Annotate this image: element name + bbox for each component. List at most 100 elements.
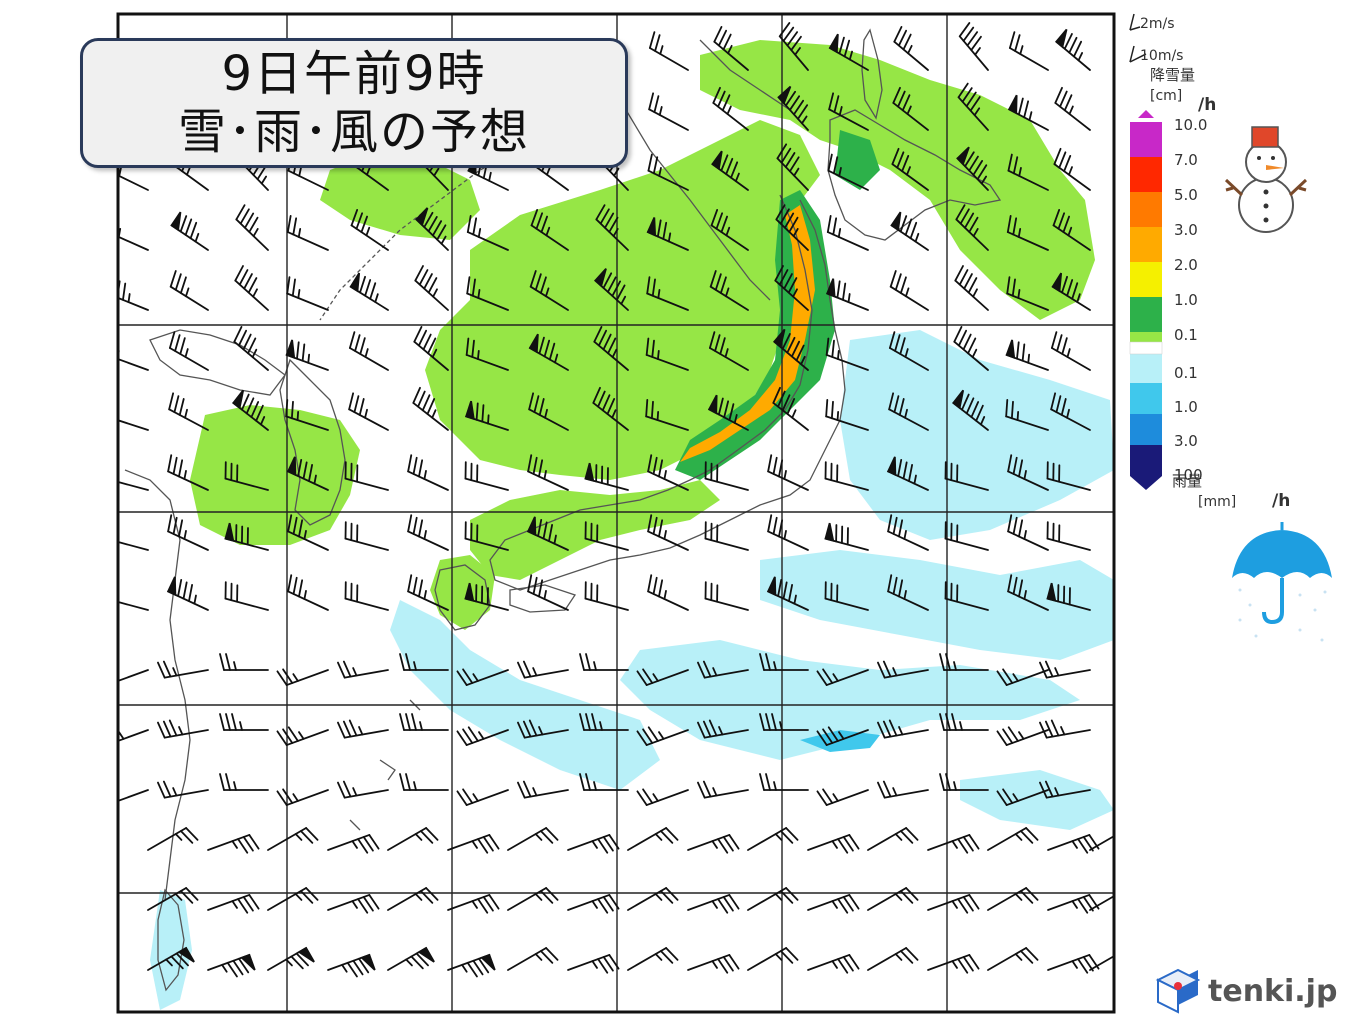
wind-barb — [207, 834, 260, 854]
wind-barb — [627, 947, 679, 971]
wind-barb — [399, 773, 449, 791]
wind-barb — [327, 953, 376, 978]
wind-barb — [157, 719, 209, 739]
wind-barb — [447, 894, 500, 914]
wind-barb — [987, 947, 1039, 971]
wind-barb — [713, 25, 749, 71]
wind-barb — [887, 514, 929, 551]
long-barb-sample-icon — [1129, 45, 1147, 63]
wind-barb — [327, 834, 380, 854]
wind-barb — [530, 208, 569, 251]
wind-barb — [767, 514, 809, 551]
rain-legend-swatch — [1130, 445, 1162, 476]
wind-barb — [118, 524, 149, 551]
wind-barb — [207, 953, 256, 978]
wind-barb — [807, 834, 860, 854]
wind-barb — [167, 454, 209, 491]
wind-barb — [646, 217, 689, 251]
wind-barb — [1089, 895, 1114, 911]
wind-barb — [157, 660, 209, 679]
wind-barb — [224, 461, 269, 491]
wind-barb — [627, 827, 679, 851]
wind-barb — [825, 399, 869, 431]
wind-barb — [413, 325, 449, 371]
wind-barb — [1055, 28, 1091, 71]
rain-legend-swatch — [1130, 352, 1162, 387]
rain-legend-cap-icon — [1130, 476, 1162, 490]
rain-legend-swatch — [1130, 383, 1162, 414]
wind-barb — [593, 325, 629, 371]
wind-barb — [1007, 574, 1049, 611]
umbrella-icon — [1232, 522, 1332, 642]
wind-barb — [344, 581, 389, 611]
wind-barb — [118, 729, 149, 742]
wind-barb — [219, 773, 269, 791]
wind-barb — [1051, 272, 1091, 311]
wind-barb — [337, 660, 389, 679]
wind-barb — [169, 270, 209, 311]
wind-barb — [826, 214, 869, 251]
wind-barb — [1047, 894, 1100, 914]
snow-area-honshu-west — [470, 480, 720, 580]
coast-sakhalin — [861, 28, 883, 120]
wind-barb — [825, 337, 869, 371]
wind-barb — [888, 392, 929, 431]
wind-barb — [147, 887, 199, 911]
wind-barb — [527, 574, 569, 611]
wind-barb — [1039, 780, 1091, 799]
coast-liaodong — [149, 329, 286, 396]
wind-barb — [465, 337, 509, 371]
wind-barb — [645, 337, 689, 371]
wind-barb — [276, 788, 329, 806]
wind-barb — [890, 211, 929, 251]
forecast-subject-label: 雪･雨･風の予想 — [177, 104, 530, 160]
wind-barb — [207, 894, 260, 914]
wind-barb — [996, 788, 1049, 806]
wind-barb — [927, 834, 980, 854]
wind-barb — [867, 887, 919, 911]
wind-barb — [456, 788, 509, 806]
rain-color-bar: 0.1 1.0 3.0 100 — [1129, 341, 1203, 484]
wind-barb — [147, 946, 195, 971]
wind-barb — [867, 827, 919, 851]
wind-barb — [824, 461, 869, 491]
wind-barb — [579, 713, 629, 731]
rain-legend-level: 1.0 — [1174, 398, 1198, 416]
wind-barb — [888, 331, 929, 371]
wind-barb — [327, 894, 380, 914]
snow-legend-swatch — [1130, 262, 1162, 297]
forecast-time-label: 9日午前9時 — [221, 46, 487, 102]
wind-barb — [697, 719, 749, 739]
wind-barb — [1053, 147, 1091, 191]
map-frame — [116, 12, 1116, 1014]
wind-barb — [276, 726, 329, 746]
wind-barb — [956, 146, 989, 191]
wind-barb — [1046, 582, 1091, 611]
wind-barb — [775, 204, 809, 251]
wind-barb — [704, 461, 749, 491]
wind-barb — [567, 894, 620, 914]
wind-barb — [584, 521, 629, 551]
wind-barb — [447, 834, 500, 854]
wind-barb — [399, 653, 449, 671]
wind-barb — [584, 581, 629, 611]
rain-legend-swatch — [1130, 414, 1162, 445]
wind-barb — [887, 574, 929, 611]
wind-barb — [773, 328, 809, 371]
wind-barb — [772, 386, 809, 431]
snow-legend-level: 7.0 — [1174, 151, 1198, 169]
wind-barb — [267, 946, 315, 971]
wind-barb — [276, 668, 329, 686]
snow-legend-level: 3.0 — [1174, 221, 1198, 239]
wind-barb — [170, 211, 209, 251]
wind-barb — [944, 461, 989, 491]
snow-legend-cap-icon — [1138, 110, 1154, 118]
wind-barb — [647, 454, 689, 491]
wind-barb — [892, 86, 929, 131]
wind-barb — [233, 325, 269, 371]
border-china-russia — [319, 39, 621, 321]
wind-barb — [594, 268, 629, 311]
wind-barb — [957, 82, 989, 131]
wind-barb — [528, 392, 569, 431]
